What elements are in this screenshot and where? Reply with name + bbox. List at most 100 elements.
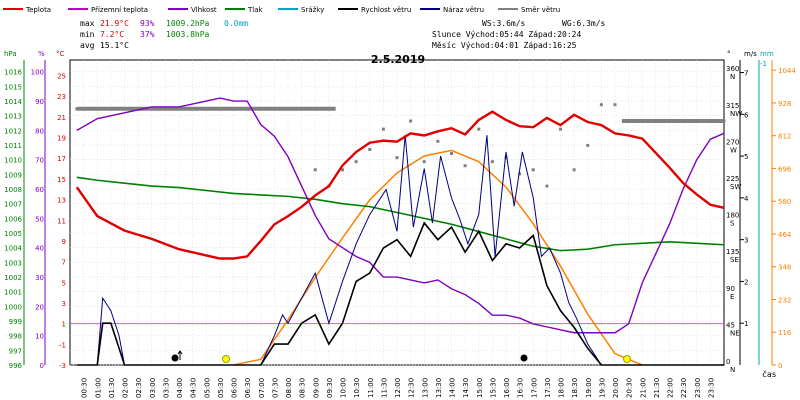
x-tick-label: 16:30 — [517, 378, 525, 398]
wind-direction-point — [409, 119, 413, 123]
x-tick-label: 16:00 — [503, 378, 511, 398]
tick-label-sun: 0 — [778, 362, 782, 370]
tick-label-dir-name: S — [730, 220, 735, 228]
x-tick-label: 23:00 — [694, 378, 702, 398]
tick-label-dir-name: SW — [730, 183, 741, 191]
tick-label-pct: 20 — [35, 303, 44, 311]
tick-label-dir: 90 — [726, 285, 735, 293]
x-tick-label: 20:00 — [612, 378, 620, 398]
stats-min-hum: 37% — [140, 30, 155, 39]
x-tick-label: 09:00 — [312, 378, 320, 398]
tick-label-ms: 5 — [744, 153, 748, 161]
x-tick-label: 19:00 — [585, 378, 593, 398]
tick-label-dir: 45 — [726, 321, 735, 329]
x-tick-label: 14:30 — [462, 378, 470, 398]
stats-max-temp: 21.9°C — [100, 19, 129, 28]
moonset-icon — [520, 354, 528, 362]
tick-label-hpa: 1012 — [4, 127, 22, 135]
tick-label-ms: 4 — [744, 195, 749, 203]
unit-dir: ° — [727, 50, 731, 58]
arrow-up-icon — [177, 350, 183, 360]
legend-label-smer: Směr větru — [521, 6, 560, 14]
wind-direction-point — [490, 160, 494, 164]
tick-label-temp: 3 — [62, 300, 66, 308]
x-tick-label: 12:30 — [408, 378, 416, 398]
wind-direction-point — [381, 127, 385, 131]
tick-label-hpa: 1013 — [4, 113, 22, 121]
wind-direction-point — [395, 156, 399, 160]
wind-direction-point — [586, 143, 590, 147]
wind-direction-point — [436, 139, 440, 143]
x-tick-label: 07:30 — [271, 378, 279, 398]
x-tick-label: 02:00 — [122, 378, 130, 398]
tick-label-hpa: 1004 — [4, 245, 22, 253]
tick-label-temp: 21 — [57, 114, 66, 122]
tick-label-dir: 315 — [726, 102, 739, 110]
tick-label-temp: -1 — [59, 341, 66, 349]
x-tick-label: 13:00 — [421, 378, 429, 398]
tick-label-sun: 1044 — [778, 67, 796, 75]
tick-label-hpa: 1010 — [4, 157, 22, 165]
legend-label-teplota: Teplota — [25, 6, 51, 14]
x-tick-label: 12:00 — [394, 378, 402, 398]
tick-label-temp: -3 — [59, 362, 66, 370]
x-tick-label: 21:00 — [639, 378, 647, 398]
legend-label-naraz: Náraz větru — [443, 6, 484, 14]
tick-label-pct: 100 — [31, 69, 44, 77]
tick-label-ms: 2 — [744, 278, 748, 286]
tick-label-sun: 232 — [778, 296, 791, 304]
x-tick-label: 23:30 — [707, 378, 715, 398]
wind-direction-point — [531, 168, 535, 172]
tick-label-hpa: 1001 — [4, 289, 22, 297]
tick-label-temp: 11 — [57, 217, 66, 225]
tick-label-pct: 90 — [35, 98, 44, 106]
tick-label-hpa: 1002 — [4, 274, 22, 282]
tick-label-dir-name: SE — [730, 256, 739, 264]
x-tick-label: 10:00 — [340, 378, 348, 398]
tick-label-dir: 360 — [726, 65, 739, 73]
tick-label-dir-name: E — [730, 293, 734, 301]
tick-label-sun: 696 — [778, 165, 792, 173]
tick-label-sun: 580 — [778, 198, 791, 206]
tick-label-hpa: 997 — [9, 347, 22, 355]
x-tick-label: 18:00 — [558, 378, 566, 398]
x-tick-label: 14:00 — [449, 378, 457, 398]
wind-direction-point — [463, 164, 467, 168]
legend-label-srazky: Srážky — [301, 6, 324, 14]
wind-direction-point — [354, 160, 358, 164]
stats-min-temp: 7.2°C — [100, 30, 124, 39]
tick-label-pct: 0 — [40, 362, 44, 370]
stats-min-press: 1003.8hPa — [166, 30, 210, 39]
x-tick-label: 19:30 — [598, 378, 606, 398]
tick-label-pct: 80 — [35, 127, 44, 135]
tick-label-hpa: 999 — [9, 318, 22, 326]
x-tick-label: 22:00 — [667, 378, 675, 398]
unit-mm: mm — [760, 50, 774, 58]
stats-max-hum: 93% — [140, 19, 155, 28]
sunset-icon — [623, 355, 631, 363]
wind-direction-point — [572, 168, 576, 172]
stats-max-press: 1009.2hPa — [166, 19, 210, 28]
tick-label-sun: 812 — [778, 133, 791, 141]
x-tick-label: 17:30 — [544, 378, 552, 398]
tick-label-hpa: 1016 — [4, 69, 22, 77]
x-tick-label: 17:00 — [530, 378, 538, 398]
tick-label-hpa: 1006 — [4, 215, 22, 223]
tick-label-dir-name: NE — [730, 329, 740, 337]
tick-label-temp: 19 — [57, 135, 66, 143]
stats-avg-temp: 15.1°C — [100, 41, 129, 50]
tick-label-pct: 30 — [35, 274, 44, 282]
tick-label-hpa: 1005 — [4, 230, 22, 238]
x-tick-label: 09:30 — [326, 378, 334, 398]
series-wind-gust — [76, 135, 724, 366]
tick-label-temp: 1 — [62, 321, 66, 329]
tick-label-dir-name: NW — [730, 110, 742, 118]
tick-label-hpa: 1008 — [4, 186, 22, 194]
tick-label-sun: 348 — [778, 264, 791, 272]
tick-label-hpa: 1000 — [4, 303, 22, 311]
unit-ms: m/s — [744, 50, 757, 58]
tick-label-dir: 135 — [726, 248, 739, 256]
x-tick-label: 08:00 — [285, 378, 293, 398]
